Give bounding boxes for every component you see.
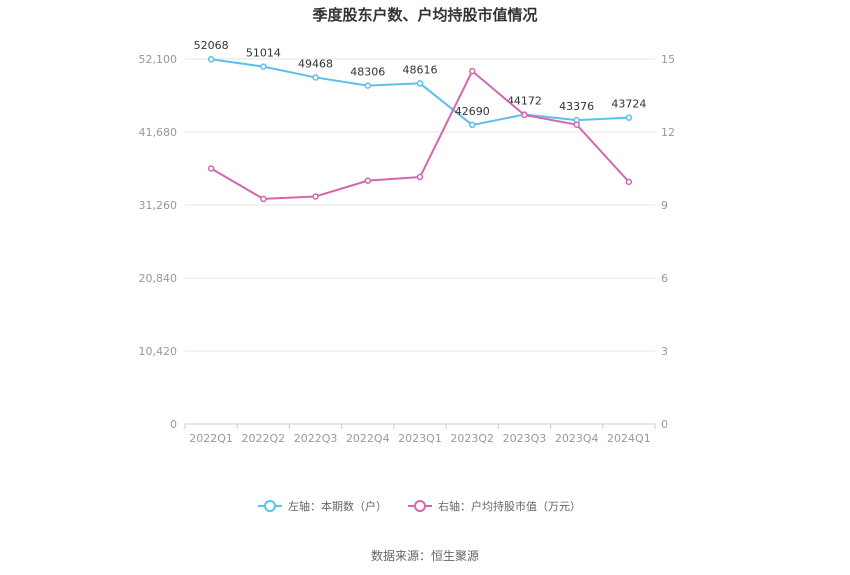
legend[interactable]: 左轴：本期数（户） 右轴：户均持股市值（万元） <box>258 499 581 513</box>
x-tick-label: 2024Q1 <box>607 432 651 445</box>
data-label: 48306 <box>350 66 385 79</box>
x-tick-label: 2022Q2 <box>242 432 286 445</box>
data-point[interactable] <box>207 165 215 172</box>
data-label: 42690 <box>455 105 490 118</box>
legend-label: 左轴：本期数（户） <box>288 499 387 513</box>
data-label: 49468 <box>298 57 333 70</box>
left-tick-label: 41,680 <box>139 126 178 139</box>
data-point[interactable] <box>521 111 528 119</box>
data-point[interactable] <box>312 74 319 81</box>
data-point[interactable] <box>416 173 424 181</box>
data-label: 43376 <box>559 100 594 113</box>
data-point[interactable] <box>416 80 424 87</box>
left-tick-label: 20,840 <box>139 272 178 285</box>
right-tick-label: 15 <box>661 53 675 66</box>
legend-marker-icon <box>264 500 276 512</box>
data-label: 43724 <box>611 98 646 111</box>
data-point[interactable] <box>207 55 215 63</box>
data-point[interactable] <box>625 114 633 121</box>
right-axis: 0 3 6 9 12 15 <box>661 53 675 431</box>
x-tick-label: 2022Q1 <box>189 432 233 445</box>
left-tick-label: 10,420 <box>139 345 178 358</box>
x-tick-label: 2023Q1 <box>398 432 442 445</box>
chart-title: 季度股东户数、户均持股市值情况 <box>312 6 537 24</box>
series-avg-value <box>207 67 633 203</box>
right-tick-label: 6 <box>661 272 668 285</box>
legend-item[interactable]: 左轴：本期数（户） <box>258 499 387 513</box>
data-source: 数据来源：恒生聚源 <box>371 548 479 563</box>
left-tick-label: 52,100 <box>139 53 178 66</box>
series-layer: 52068 51014 49468 48306 48616 42690 44172 43376… <box>194 39 646 203</box>
data-point[interactable] <box>364 82 372 89</box>
right-tick-label: 0 <box>661 418 668 431</box>
legend-item[interactable]: 右轴：户均持股市值（万元） <box>408 499 581 513</box>
right-tick-label: 3 <box>661 345 668 358</box>
right-tick-label: 12 <box>661 126 675 139</box>
data-point[interactable] <box>260 195 267 203</box>
x-tick-label: 2022Q3 <box>294 432 338 445</box>
left-tick-label: 0 <box>170 418 177 431</box>
data-point[interactable] <box>573 121 580 128</box>
x-axis: 2022Q1 2022Q2 2022Q3 2022Q4 2023Q1 2023Q2 2023… <box>184 424 656 445</box>
legend-marker-icon <box>414 500 426 512</box>
data-point[interactable] <box>468 67 476 75</box>
x-tick-label: 2023Q4 <box>555 432 599 445</box>
data-label: 51014 <box>246 47 281 60</box>
data-label: 52068 <box>194 39 229 52</box>
right-tick-label: 9 <box>661 199 668 212</box>
data-point[interactable] <box>364 177 372 184</box>
x-tick-label: 2023Q2 <box>450 432 494 445</box>
x-tick-label: 2023Q3 <box>503 432 547 445</box>
data-point[interactable] <box>625 178 633 186</box>
data-label: 48616 <box>403 63 438 76</box>
data-point[interactable] <box>312 193 319 200</box>
left-tick-label: 31,260 <box>139 199 178 212</box>
data-point[interactable] <box>468 121 476 129</box>
left-axis: 0 10,420 20,840 31,260 41,680 52,100 <box>139 53 178 431</box>
x-tick-label: 2022Q4 <box>346 432 390 445</box>
legend-label: 右轴：户均持股市值（万元） <box>438 499 581 513</box>
series-holders: 52068 51014 49468 48306 48616 42690 44172 43376… <box>194 39 646 129</box>
data-label: 44172 <box>507 95 542 108</box>
data-point[interactable] <box>260 63 267 70</box>
grid <box>185 58 655 425</box>
